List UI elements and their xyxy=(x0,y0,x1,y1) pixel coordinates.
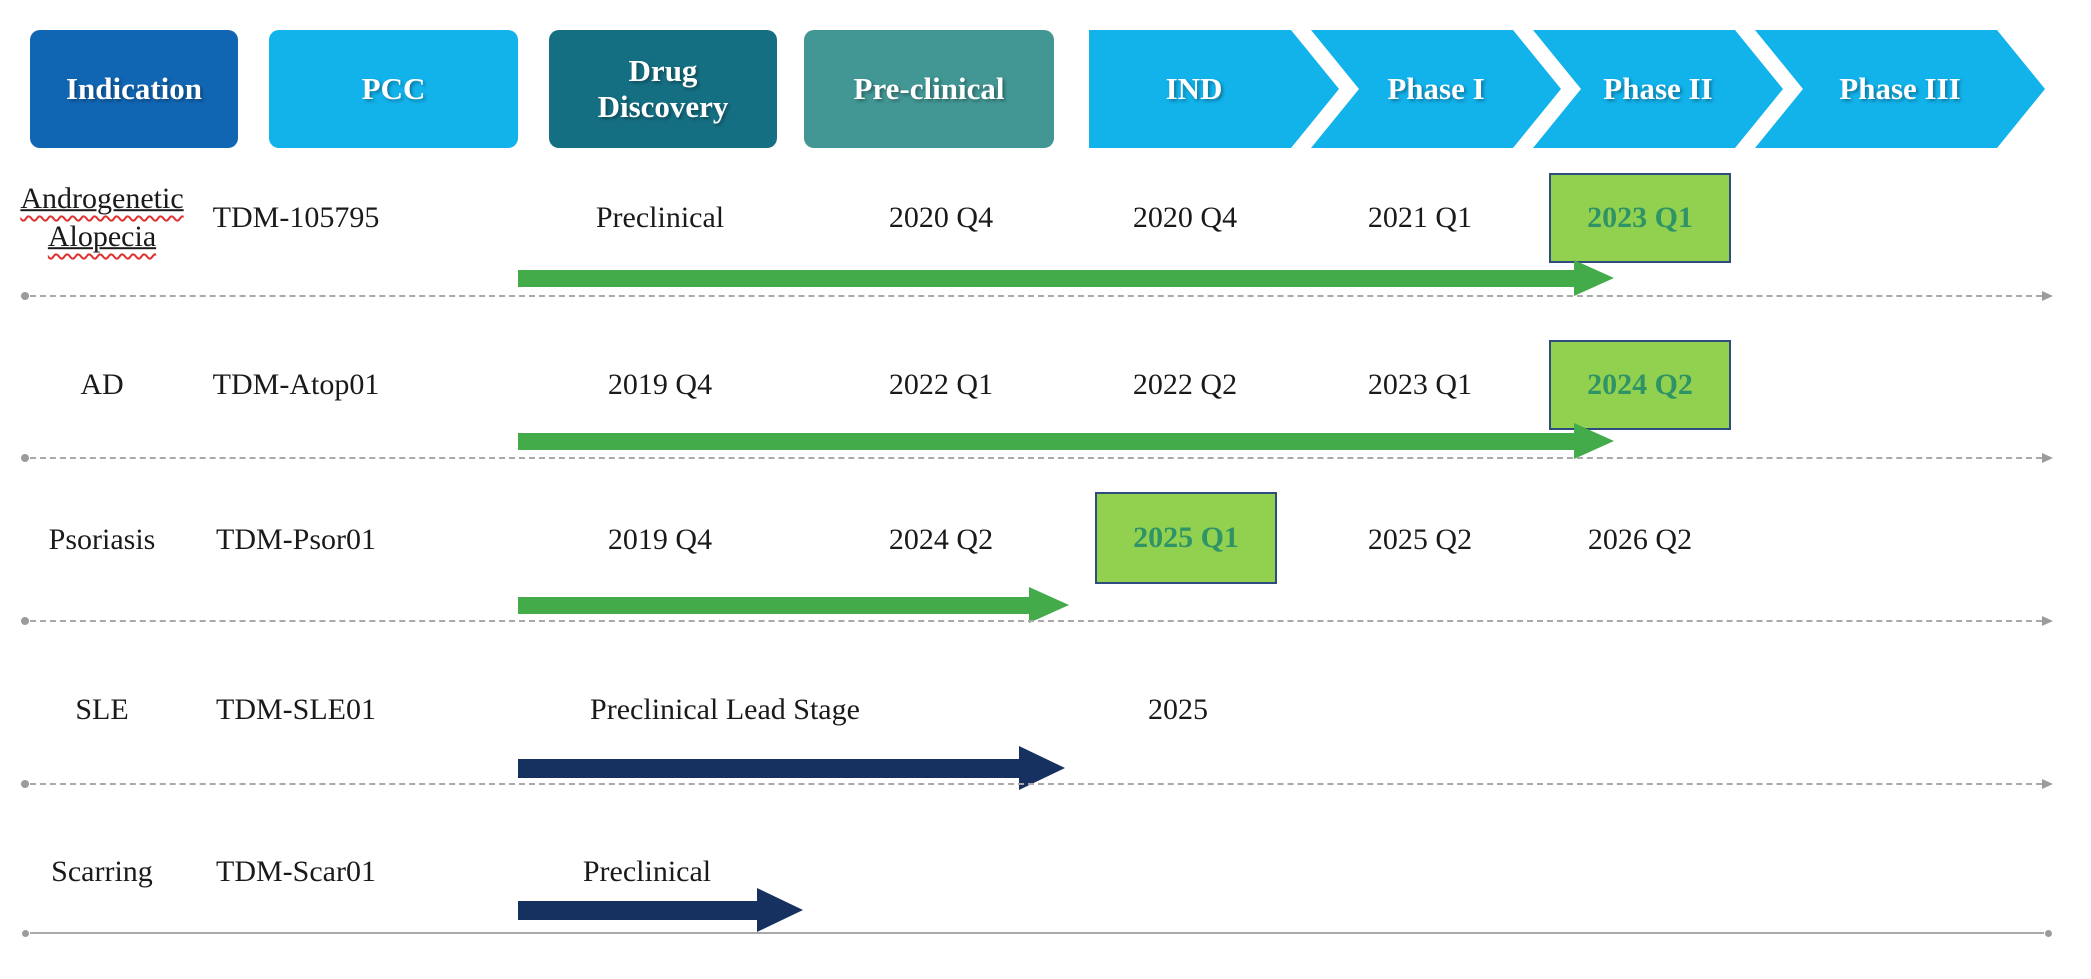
ind-value: 2025 xyxy=(1148,693,1208,727)
header-pre-clinical: Pre-clinical xyxy=(804,30,1054,148)
header-chevron-phase2: Phase II xyxy=(1533,30,1783,148)
progress-arrow xyxy=(518,587,1069,623)
row-separator xyxy=(21,779,2053,789)
indication-label: Androgenetic Alopecia xyxy=(20,182,184,253)
progress-arrow xyxy=(518,888,803,932)
pre-clinical-value: 2024 Q2 xyxy=(888,523,994,557)
header-chevron-ind: IND xyxy=(1089,30,1339,148)
milestone-box: 2025 Q1 xyxy=(1095,492,1277,584)
phase1-value: 2025 Q2 xyxy=(1367,523,1473,557)
header-chevron-phase1: Phase I xyxy=(1311,30,1561,148)
row-separator xyxy=(21,291,2053,301)
phase1-value: 2021 Q1 xyxy=(1367,201,1473,235)
header-drug-discovery: Drug Discovery xyxy=(549,30,777,148)
bottom-line xyxy=(22,930,2052,937)
milestone-value: 2024 Q2 xyxy=(1587,368,1693,401)
pcc-label: TDM-105795 xyxy=(212,201,380,235)
pcc-label: TDM-SLE01 xyxy=(216,693,376,727)
drug-discovery-value: Preclinical xyxy=(595,201,725,235)
pre-clinical-value: 2022 Q1 xyxy=(888,368,994,402)
milestone-box: 2023 Q1 xyxy=(1549,173,1731,263)
indication-label: Scarring xyxy=(51,855,153,889)
pre-clinical-value: 2020 Q4 xyxy=(888,201,994,235)
indication-label: SLE xyxy=(75,693,129,727)
drug-discovery-value: 2019 Q4 xyxy=(607,523,713,557)
arrowhead-icon xyxy=(1019,746,1065,790)
milestone-value: 2025 Q1 xyxy=(1133,521,1239,554)
drug-discovery-value: 2019 Q4 xyxy=(607,368,713,402)
arrowhead-icon xyxy=(757,888,803,932)
indication-label: Psoriasis xyxy=(48,523,156,557)
header-chevron-phase3: Phase III xyxy=(1755,30,2045,148)
milestone-value: 2023 Q1 xyxy=(1587,201,1693,234)
pcc-label: TDM-Atop01 xyxy=(212,368,380,402)
header-indication: Indication xyxy=(30,30,238,148)
ind-value: 2020 Q4 xyxy=(1132,201,1238,235)
arrowhead-icon xyxy=(1574,260,1614,296)
arrowhead-icon xyxy=(1574,423,1614,459)
phase1-value: 2023 Q1 xyxy=(1367,368,1473,402)
progress-arrow xyxy=(518,746,1065,790)
stage-label: Preclinical Lead Stage xyxy=(590,693,860,727)
row-separator xyxy=(21,453,2053,463)
progress-arrow xyxy=(518,260,1614,296)
ind-value: 2022 Q2 xyxy=(1132,368,1238,402)
row-separator xyxy=(21,616,2053,626)
arrowhead-icon xyxy=(1029,587,1069,623)
header-pcc: PCC xyxy=(269,30,518,148)
indication-label: AD xyxy=(80,368,124,402)
progress-arrow xyxy=(518,423,1614,459)
milestone-box: 2024 Q2 xyxy=(1549,340,1731,430)
pcc-label: TDM-Psor01 xyxy=(215,523,377,557)
phase2-value: 2026 Q2 xyxy=(1587,523,1693,557)
pcc-label: TDM-Scar01 xyxy=(216,855,376,889)
stage-label: Preclinical xyxy=(582,855,712,889)
